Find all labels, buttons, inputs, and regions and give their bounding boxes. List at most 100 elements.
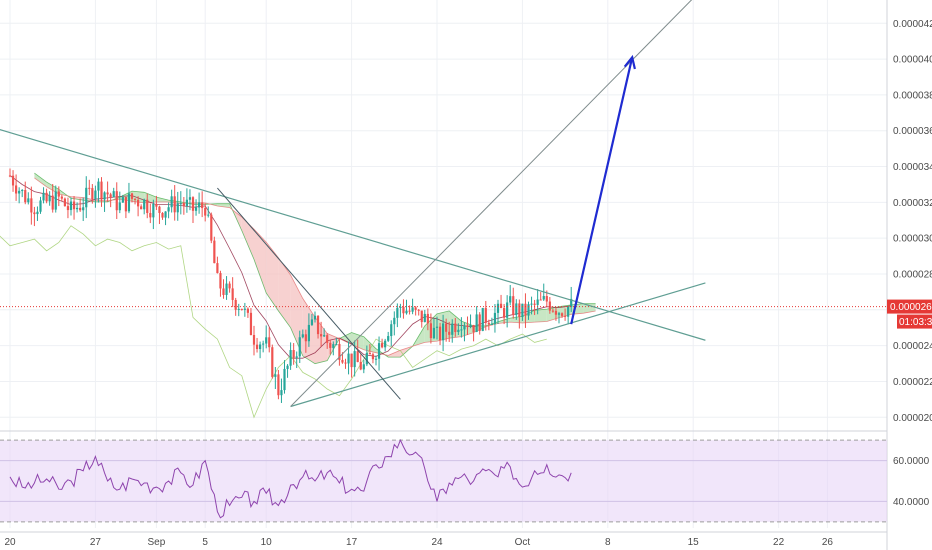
candle-body (557, 313, 561, 315)
candle-body (112, 191, 115, 198)
candle-body (155, 203, 158, 207)
candle-body (72, 201, 76, 210)
candle-body (481, 308, 484, 331)
candle-body (222, 288, 225, 295)
candle-body (8, 175, 12, 177)
candle-body (432, 327, 436, 339)
rsi-pane (0, 438, 887, 523)
candle-body (225, 283, 228, 295)
candle-body (243, 308, 246, 310)
candle-body (240, 308, 243, 310)
candle-body (57, 191, 60, 197)
candle-body (121, 197, 124, 203)
x-tick-label: 27 (90, 537, 102, 548)
candle-body (115, 191, 118, 211)
candle-body (435, 326, 439, 328)
candle-body (466, 325, 469, 328)
candle-body (85, 187, 88, 208)
candle-body (259, 344, 262, 350)
candle-body (66, 206, 70, 211)
candle-body (301, 334, 304, 338)
y-tick-label: 0.00004200 (893, 19, 932, 30)
candle-body (216, 263, 219, 274)
candle-body (496, 303, 500, 313)
candle-body (548, 301, 551, 311)
candle-body (103, 192, 106, 200)
candle-body (146, 199, 149, 213)
last-price-tag-bg (887, 299, 932, 314)
cloud-segment (339, 332, 352, 345)
senkou-span-a (34, 172, 596, 365)
candle-body (133, 198, 137, 200)
y-tick-label: 0.00003400 (893, 162, 932, 173)
candle-body (426, 313, 429, 324)
candle-body (48, 195, 51, 202)
x-tick-label: Oct (515, 537, 531, 548)
cloud-segment (254, 229, 267, 293)
y-tick-label: 0.00002400 (893, 341, 932, 352)
candle-body (316, 315, 320, 335)
y-tick-label: 0.00003800 (893, 90, 932, 101)
candle-body (460, 329, 463, 331)
candle-body (24, 190, 27, 203)
candle-body (268, 337, 271, 348)
y-tick-label: 0.00003200 (893, 198, 932, 209)
candle-body (359, 362, 362, 370)
candle-body (368, 352, 371, 355)
x-tick-label: 26 (822, 537, 834, 548)
candle-body (408, 310, 411, 312)
x-tick-label: 15 (688, 537, 700, 548)
candle-body (356, 351, 359, 363)
x-tick-label: 17 (346, 537, 358, 548)
candle-body (97, 181, 100, 191)
candle-body (536, 299, 539, 305)
candle-body (164, 211, 167, 218)
x-tick-label: 10 (261, 537, 273, 548)
inner-descending-line (217, 187, 401, 400)
rsi-line (9, 438, 572, 519)
cloud-segment (388, 350, 401, 358)
rsi-tick-label: 40.0000 (893, 497, 930, 508)
candle-body (484, 308, 487, 323)
chikou-line (0, 225, 547, 419)
candle-body (371, 354, 375, 360)
candle-body (76, 207, 79, 210)
candle-body (313, 315, 317, 320)
candle-body (472, 325, 475, 333)
cloud-segment (205, 202, 218, 206)
candle-body (88, 187, 91, 189)
candle-body (515, 303, 518, 315)
candle-body (228, 283, 231, 289)
candle-body (204, 208, 207, 216)
candle-body (234, 299, 237, 310)
candle-body (411, 307, 414, 312)
candle-body (262, 343, 265, 345)
candle-body (176, 203, 179, 213)
candle-body (79, 207, 82, 211)
candle-body (265, 337, 268, 344)
candle-body (179, 203, 182, 205)
cloud-segment (534, 309, 547, 323)
candle-body (393, 317, 396, 325)
candle-body (512, 296, 515, 315)
candle-body (54, 191, 57, 210)
candle-body (182, 203, 185, 206)
candle-body (36, 211, 39, 215)
candle-body (188, 197, 192, 200)
cloud-segment (241, 217, 254, 260)
candle-body (396, 307, 399, 318)
candle-body (167, 207, 170, 212)
candle-body (140, 206, 143, 210)
candle-body (271, 347, 274, 377)
candle-body (442, 323, 445, 341)
candle-body (198, 202, 201, 208)
candle-body (143, 199, 146, 210)
candle-body (335, 343, 338, 345)
x-tick-label: 22 (773, 537, 785, 548)
candle-body (127, 193, 131, 212)
candle-body (448, 331, 451, 335)
candle-body (323, 335, 326, 337)
candle-body (542, 296, 545, 300)
candle-body (15, 185, 18, 194)
